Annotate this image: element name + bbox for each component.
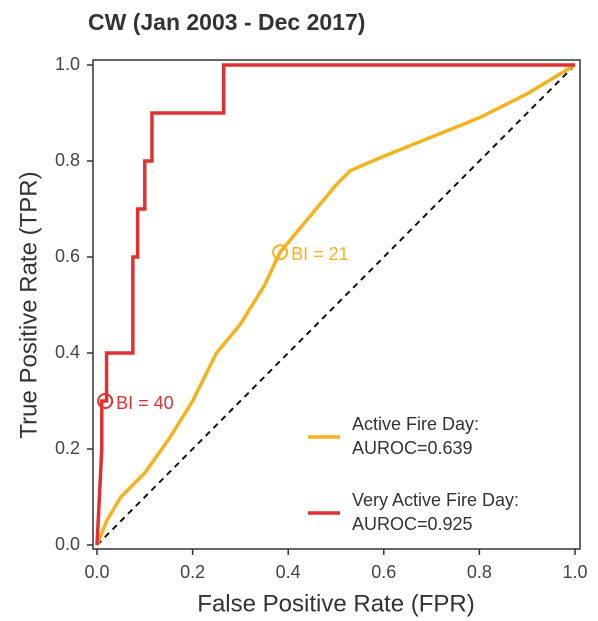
legend-label: Very Active Fire Day: [352,490,519,510]
roc-curve [95,63,575,546]
diagonal [96,64,576,546]
x-tick-label: 0.2 [180,562,205,582]
bi-marker [272,244,289,261]
legend-auroc: AUROC=0.639 [352,438,473,458]
y-tick-label: 0.0 [55,534,80,554]
y-tick-label: 0.8 [55,150,80,170]
x-tick-label: 0.8 [467,562,492,582]
legend-auroc: AUROC=0.925 [352,514,473,534]
bi-label: BI = 21 [291,244,349,264]
x-tick-label: 0.4 [276,562,301,582]
x-tick-label: 0.6 [371,562,396,582]
bi-label: BI = 40 [116,393,174,413]
x-tick-label: 0.0 [84,562,109,582]
y-tick-label: 0.6 [55,246,80,266]
y-tick-label: 1.0 [55,54,80,74]
legend-label: Active Fire Day: [352,414,479,434]
x-axis-label: False Positive Rate (FPR) [197,590,474,617]
chart-title: CW (Jan 2003 - Dec 2017) [88,9,365,35]
y-tick-label: 0.4 [55,342,80,362]
roc-curve [95,63,576,546]
y-tick-label: 0.2 [55,438,80,458]
y-axis-label: True Positive Rate (TPR) [15,171,42,438]
x-tick-label: 1.0 [562,562,587,582]
bi-marker [97,393,114,409]
plot-frame [92,59,581,550]
